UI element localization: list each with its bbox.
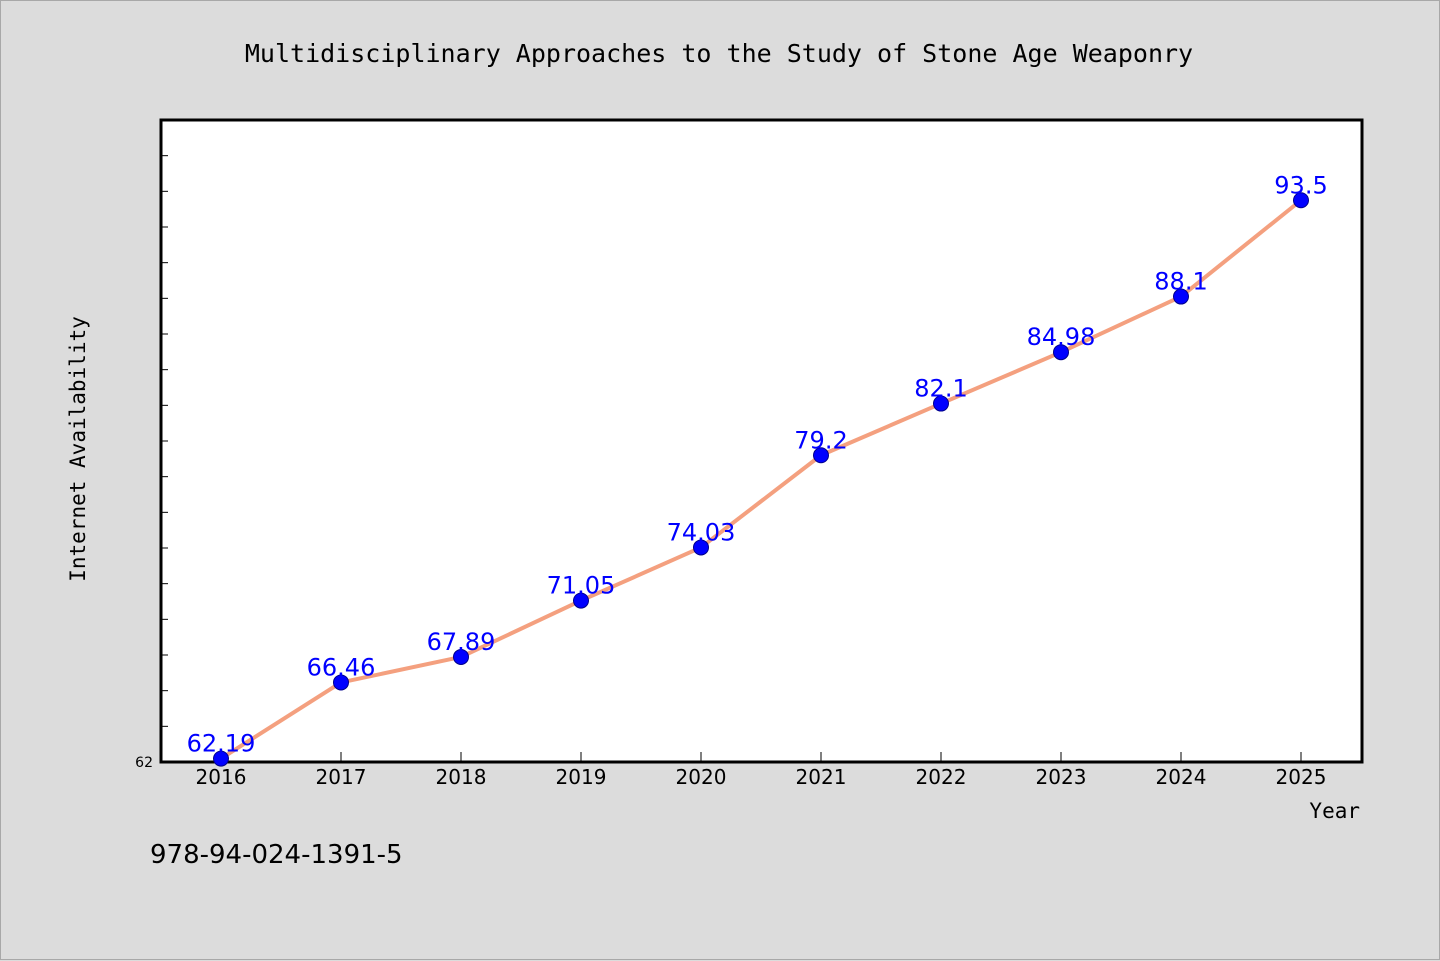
data-point-label: 82.1 — [914, 375, 967, 403]
isbn-text: 978-94-024-1391-5 — [150, 840, 403, 870]
y-axis-ticks — [161, 119, 168, 763]
y-axis-tick-labels: 62 — [135, 755, 153, 771]
x-tick-label: 2017 — [316, 765, 367, 789]
data-point-marker — [573, 592, 589, 609]
data-point-label: 74.03 — [667, 518, 736, 546]
x-tick-label: 2016 — [196, 765, 247, 789]
data-point-label: 93.5 — [1274, 171, 1327, 199]
data-point-marker — [1173, 288, 1189, 305]
data-point-label: 62.19 — [187, 730, 256, 758]
series-line — [219, 198, 1303, 761]
data-point-marker — [453, 648, 469, 665]
data-point-marker — [933, 395, 949, 412]
x-axis-tick-labels: 2016 2017 2018 2019 2020 2021 2022 2023 2024 2025 — [196, 765, 1327, 789]
x-tick-label: 2024 — [1156, 765, 1207, 789]
data-point-marker — [1053, 344, 1069, 361]
data-point-label: 88.1 — [1154, 268, 1207, 296]
data-point-label: 71.05 — [547, 572, 616, 600]
data-point-marker — [693, 539, 709, 556]
data-point-marker — [813, 447, 829, 464]
data-point-marker — [213, 750, 229, 767]
x-tick-label: 2022 — [916, 765, 967, 789]
data-point-label: 84.98 — [1027, 323, 1096, 351]
data-labels: 62.19 66.46 67.89 71.05 74.03 79.2 82.1 84.98 88… — [187, 171, 1328, 757]
x-tick-label: 2019 — [556, 765, 607, 789]
x-axis-label: Year — [1309, 799, 1360, 823]
data-point-marker — [1293, 192, 1309, 209]
x-tick-label: 2018 — [436, 765, 487, 789]
data-point-marker — [333, 674, 349, 691]
x-axis-ticks — [220, 752, 1302, 762]
data-point-label: 79.2 — [794, 426, 847, 454]
data-point-label: 66.46 — [307, 653, 376, 681]
data-point-label: 67.89 — [427, 628, 496, 656]
plot-area — [159, 118, 1364, 764]
data-markers — [213, 192, 1309, 767]
x-tick-label: 2021 — [796, 765, 847, 789]
y-axis-label: Internet Availability — [66, 316, 90, 582]
x-tick-label: 2023 — [1036, 765, 1087, 789]
y-tick-label: 62 — [135, 755, 153, 771]
chart-title: Multidisciplinary Approaches to the Stud… — [245, 39, 1193, 68]
x-tick-label: 2020 — [676, 765, 727, 789]
x-tick-label: 2025 — [1276, 765, 1327, 789]
